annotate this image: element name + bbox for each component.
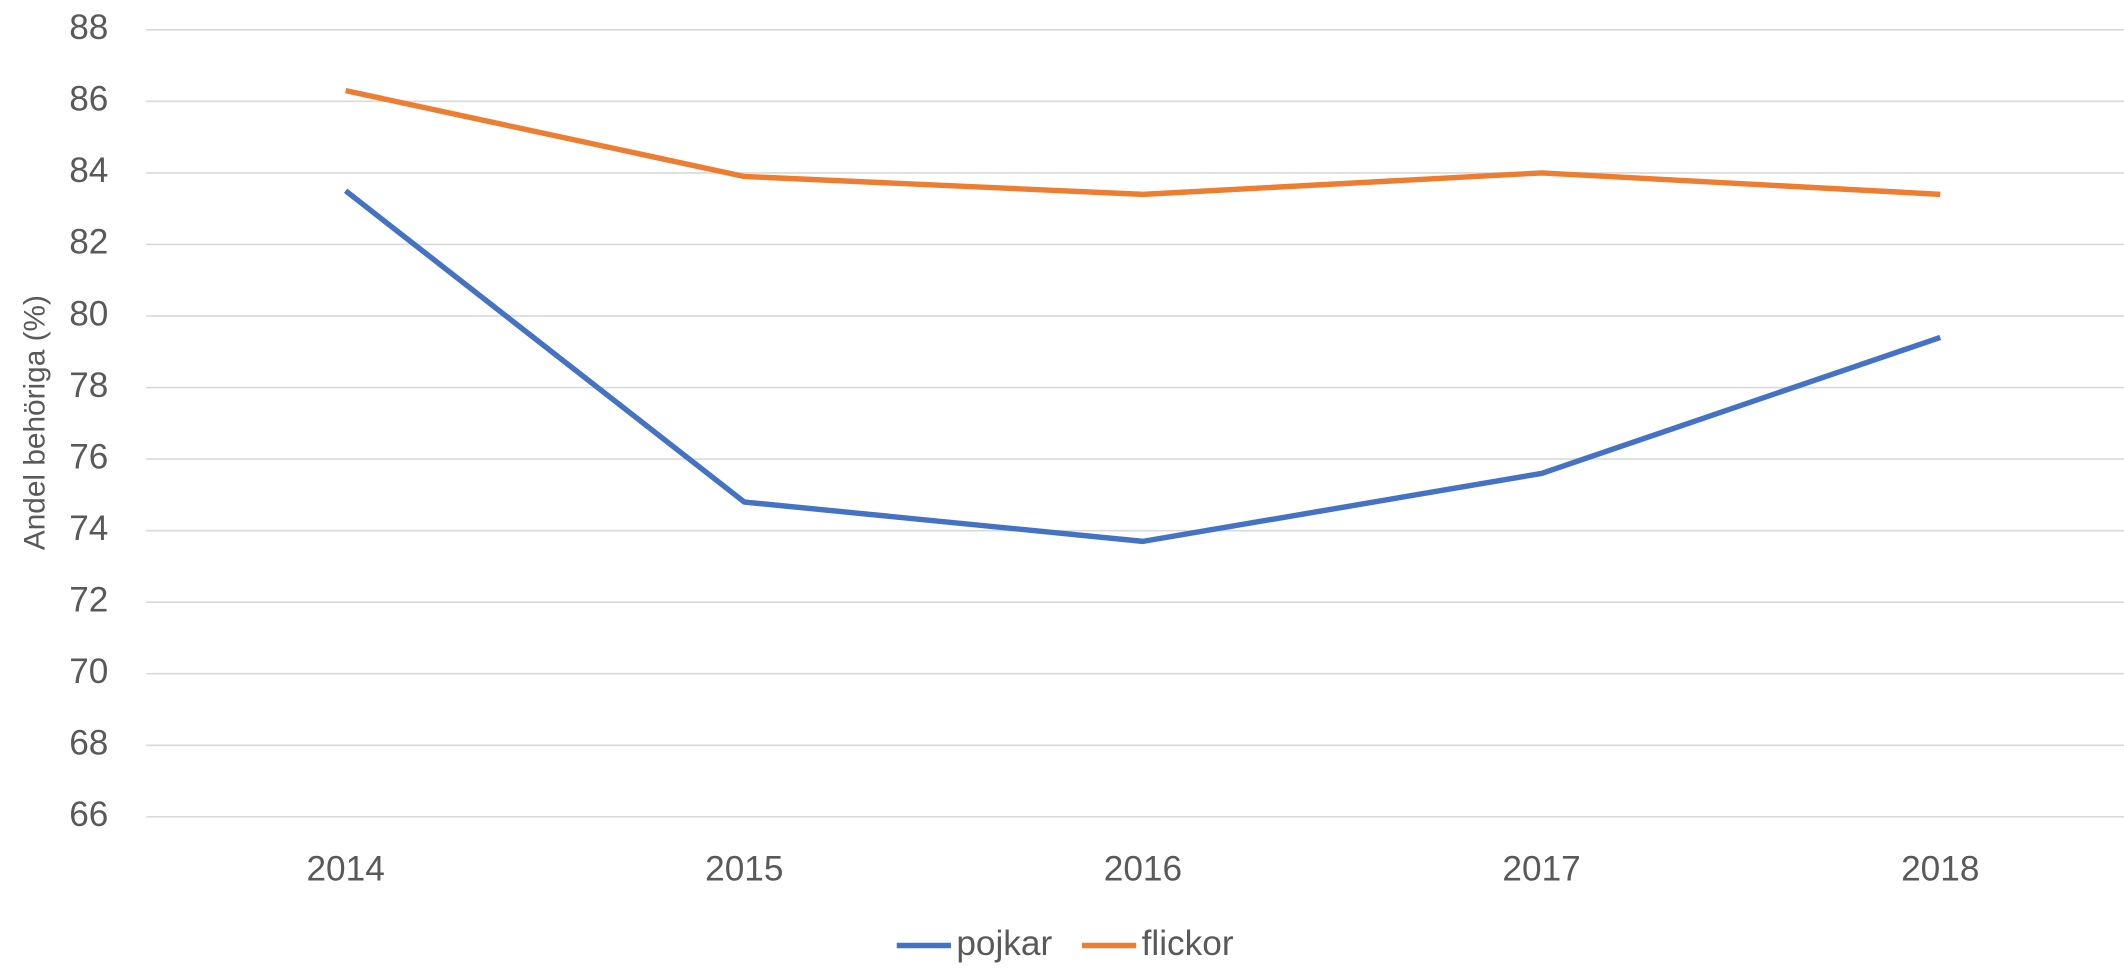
legend-label: flickor bbox=[1142, 924, 1234, 963]
y-tick-label: 86 bbox=[69, 80, 108, 119]
y-tick-label: 66 bbox=[69, 795, 108, 834]
y-tick-label: 84 bbox=[69, 151, 108, 190]
y-tick-label: 70 bbox=[69, 652, 108, 691]
y-tick-label: 72 bbox=[69, 580, 108, 619]
y-tick-label: 88 bbox=[69, 8, 108, 47]
x-tick-label: 2014 bbox=[306, 849, 384, 888]
y-tick-label: 74 bbox=[69, 509, 108, 548]
y-tick-label: 80 bbox=[69, 294, 108, 333]
x-tick-label: 2018 bbox=[1901, 849, 1979, 888]
y-tick-label: 78 bbox=[69, 366, 108, 405]
legend-label: pojkar bbox=[956, 924, 1052, 963]
y-tick-label: 76 bbox=[69, 437, 108, 476]
y-tick-label: 68 bbox=[69, 724, 108, 763]
y-axis-label: Andel behöriga (%) bbox=[18, 295, 51, 550]
series-line bbox=[343, 188, 1942, 545]
x-tick-label: 2017 bbox=[1502, 849, 1580, 888]
x-tick-label: 2015 bbox=[705, 849, 783, 888]
x-tick-label: 2016 bbox=[1104, 849, 1182, 888]
series-line bbox=[345, 87, 1941, 198]
y-tick-label: 82 bbox=[69, 223, 108, 262]
